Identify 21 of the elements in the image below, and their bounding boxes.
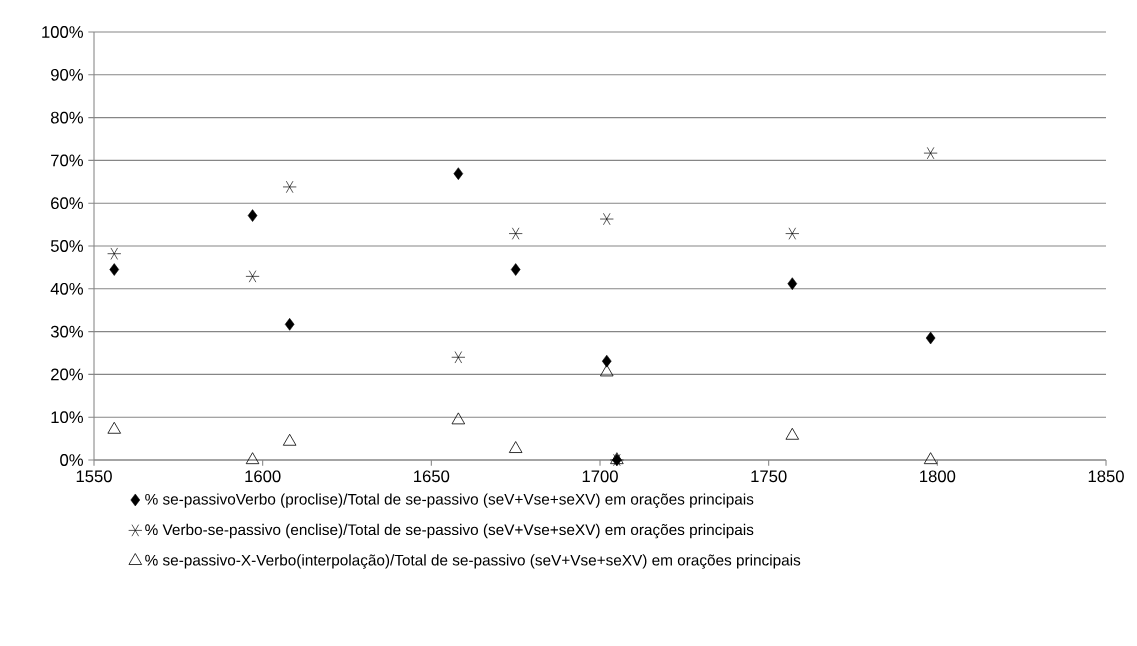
- y-tick-label: 40%: [50, 282, 83, 295]
- legend-label: % se-passivoVerbo (proclise)/Total de se-passivo (seV+Vse+seXV) em orações principais: [145, 493, 754, 508]
- y-tick-label: 80%: [50, 111, 83, 124]
- y-tick-label: 70%: [51, 154, 83, 167]
- y-tick-label: 30%: [50, 325, 83, 338]
- legend-label: % se-passivo-X-Verbo(interpolação)/Total de se-passivo (seV+Vse+seXV) em orações principais: [145, 554, 801, 569]
- y-tick-label: 20%: [51, 368, 83, 381]
- x-tick-label: 1550: [76, 470, 112, 483]
- x-tick-label: 1800: [920, 470, 956, 483]
- legend-label: % Verbo-se-passivo (enclise)/Total de se-passivo (seV+Vse+seXV) em orações principais: [145, 523, 754, 539]
- y-tick-label: 0%: [60, 454, 83, 466]
- y-tick-label: 10%: [51, 411, 83, 424]
- x-tick-label: 1700: [582, 470, 618, 483]
- y-tick-label: 60%: [51, 197, 83, 210]
- x-tick-label: 1600: [245, 470, 281, 483]
- y-tick-label: 50%: [50, 240, 83, 252]
- x-tick-label: 1750: [751, 470, 787, 483]
- y-tick-label: 90%: [51, 68, 83, 81]
- x-tick-label: 1650: [414, 470, 450, 483]
- x-tick-label: 1850: [1088, 470, 1124, 483]
- y-tick-label: 100%: [42, 26, 83, 38]
